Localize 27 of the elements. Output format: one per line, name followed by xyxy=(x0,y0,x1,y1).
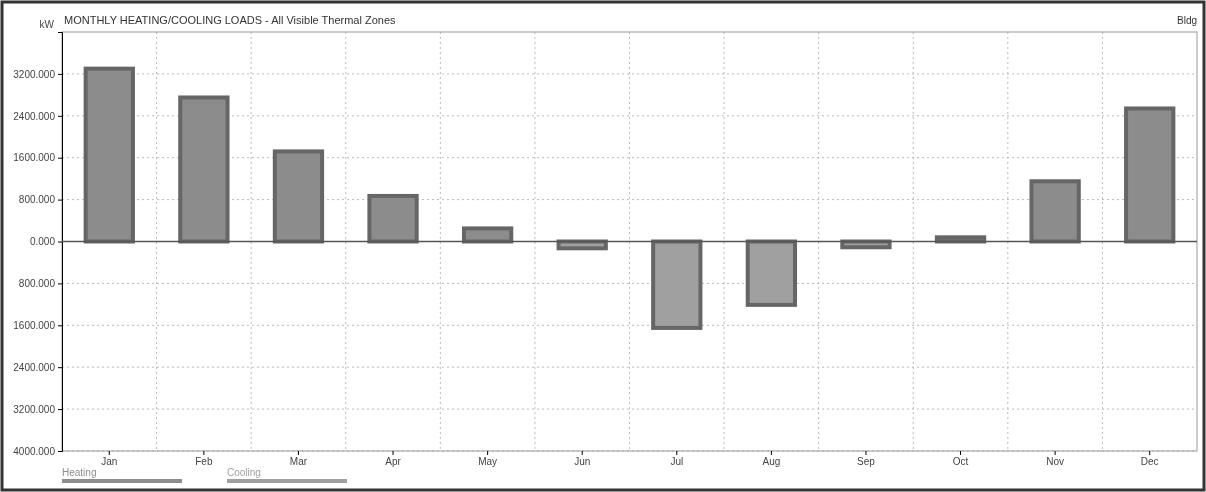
y-tick-label: 0.000 xyxy=(29,236,56,248)
x-tick-label: Jan xyxy=(101,456,118,468)
x-tick-label: Sep xyxy=(857,456,876,468)
x-tick-label: Apr xyxy=(385,456,402,468)
x-tick-label: Oct xyxy=(952,456,969,468)
y-tick-label: 3200.000 xyxy=(13,403,56,415)
y-tick-label: 3200.000 xyxy=(13,68,56,80)
text: Cooling xyxy=(227,467,261,478)
y-axis-title: kW xyxy=(39,19,55,30)
x-tick-label: Dec xyxy=(1140,456,1159,468)
y-tick-label: 2400.000 xyxy=(13,110,56,122)
y-tick-label: 1600.000 xyxy=(13,320,56,331)
x-tick-label: Mar xyxy=(289,456,308,468)
y-tick-label: 1600.000 xyxy=(13,152,56,164)
x-tick-label: May xyxy=(478,456,498,468)
text: Bldg xyxy=(1176,15,1197,26)
x-tick-label: Jul xyxy=(670,456,684,468)
chart-title: MONTHLY HEATING/COOLING LOADS - All Visible Thermal Zones xyxy=(64,14,397,26)
x-tick-label: Nov xyxy=(1046,456,1065,468)
y-tick-label: 4000.000 xyxy=(13,445,56,457)
y-tick-label: 2400.000 xyxy=(13,361,56,373)
y-tick-label: 800.000 xyxy=(18,194,56,206)
x-tick-label: Jun xyxy=(574,456,591,468)
x-tick-label: Feb xyxy=(195,456,213,468)
y-tick-label: 800.000 xyxy=(18,278,56,290)
text: Heating xyxy=(62,467,97,478)
x-tick-label: Aug xyxy=(762,456,781,468)
